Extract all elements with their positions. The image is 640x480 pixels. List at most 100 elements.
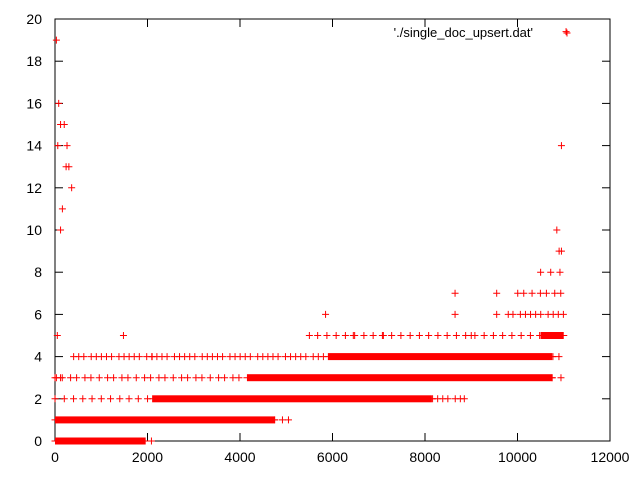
data-point bbox=[509, 310, 517, 318]
x-tick-label: 6000 bbox=[317, 449, 348, 465]
data-point bbox=[144, 395, 152, 403]
data-point bbox=[302, 353, 310, 361]
data-point bbox=[425, 332, 433, 339]
y-tick-label: 12 bbox=[26, 180, 42, 196]
data-point bbox=[274, 353, 282, 361]
data-point bbox=[155, 374, 163, 382]
data-point bbox=[548, 374, 556, 382]
data-point bbox=[135, 353, 143, 361]
data-point bbox=[67, 374, 75, 382]
data-point bbox=[163, 353, 171, 361]
data-point bbox=[341, 332, 349, 339]
data-point bbox=[460, 395, 468, 403]
data-point bbox=[70, 395, 78, 403]
y-tick-label: 14 bbox=[26, 138, 42, 154]
data-point bbox=[125, 395, 133, 403]
data-point bbox=[108, 353, 116, 361]
data-point bbox=[53, 332, 61, 339]
data-point bbox=[332, 332, 340, 339]
dense-band bbox=[152, 395, 432, 403]
data-point bbox=[555, 353, 563, 361]
data-point bbox=[198, 374, 206, 382]
data-point bbox=[79, 395, 87, 403]
data-point bbox=[271, 416, 279, 424]
data-point bbox=[60, 121, 68, 128]
data-points bbox=[51, 28, 570, 445]
data-point bbox=[499, 332, 507, 339]
legend: './single_doc_upsert.dat' bbox=[394, 25, 571, 40]
data-point bbox=[323, 332, 331, 339]
data-point bbox=[547, 268, 555, 276]
data-point bbox=[192, 374, 200, 382]
data-point bbox=[562, 28, 570, 36]
data-point bbox=[493, 289, 501, 297]
data-point bbox=[537, 310, 545, 318]
data-point bbox=[60, 395, 68, 403]
data-point bbox=[557, 247, 565, 255]
x-tick-label: 8000 bbox=[409, 449, 440, 465]
data-point bbox=[493, 310, 501, 318]
data-point bbox=[557, 374, 565, 382]
data-point bbox=[147, 374, 155, 382]
data-point bbox=[444, 395, 452, 403]
x-tick-label: 12000 bbox=[591, 449, 630, 465]
data-point bbox=[118, 374, 126, 382]
data-point bbox=[73, 374, 81, 382]
y-tick-label: 0 bbox=[34, 433, 42, 449]
data-point bbox=[221, 374, 229, 382]
data-point bbox=[119, 332, 127, 339]
data-point bbox=[57, 374, 65, 382]
data-point bbox=[68, 184, 76, 192]
data-point bbox=[219, 353, 227, 361]
data-point bbox=[65, 163, 73, 171]
data-point bbox=[52, 36, 60, 44]
data-point bbox=[161, 374, 169, 382]
data-point bbox=[124, 374, 132, 382]
data-point bbox=[55, 99, 63, 107]
dense-band bbox=[540, 332, 564, 339]
data-point bbox=[191, 353, 199, 361]
data-point bbox=[514, 289, 522, 297]
data-point bbox=[549, 353, 557, 361]
data-point bbox=[443, 332, 451, 339]
data-point bbox=[551, 289, 559, 297]
data-point bbox=[517, 332, 525, 339]
data-point bbox=[87, 374, 95, 382]
data-point bbox=[54, 142, 62, 150]
data-point bbox=[134, 395, 142, 403]
data-point bbox=[229, 374, 237, 382]
y-tick-label: 2 bbox=[34, 391, 42, 407]
dense-band bbox=[55, 437, 146, 445]
data-point bbox=[107, 395, 115, 403]
data-point bbox=[508, 332, 516, 339]
data-point bbox=[58, 205, 66, 213]
data-point bbox=[467, 332, 475, 339]
data-point bbox=[452, 332, 460, 339]
x-tick-label: 10000 bbox=[498, 449, 537, 465]
data-point bbox=[451, 310, 459, 318]
y-tick-label: 4 bbox=[34, 349, 42, 365]
data-point bbox=[553, 226, 561, 234]
data-point bbox=[169, 374, 177, 382]
data-point bbox=[178, 374, 186, 382]
y-tick-label: 16 bbox=[26, 95, 42, 111]
data-point bbox=[110, 374, 118, 382]
data-point bbox=[451, 289, 459, 297]
dense-band bbox=[246, 374, 553, 382]
x-tick-label: 0 bbox=[51, 449, 59, 465]
data-point bbox=[528, 289, 536, 297]
y-tick-label: 8 bbox=[34, 264, 42, 280]
dense-band bbox=[327, 353, 553, 361]
data-point bbox=[406, 332, 414, 339]
data-point bbox=[88, 395, 96, 403]
data-point bbox=[305, 332, 313, 339]
data-point bbox=[141, 374, 149, 382]
data-point bbox=[104, 374, 112, 382]
data-point bbox=[147, 437, 155, 445]
y-tick-label: 6 bbox=[34, 306, 42, 322]
legend-label: './single_doc_upsert.dat' bbox=[394, 25, 533, 40]
data-point bbox=[536, 289, 544, 297]
y-tick-label: 18 bbox=[26, 53, 42, 69]
data-point bbox=[379, 332, 387, 339]
y-tick-label: 20 bbox=[26, 11, 42, 27]
